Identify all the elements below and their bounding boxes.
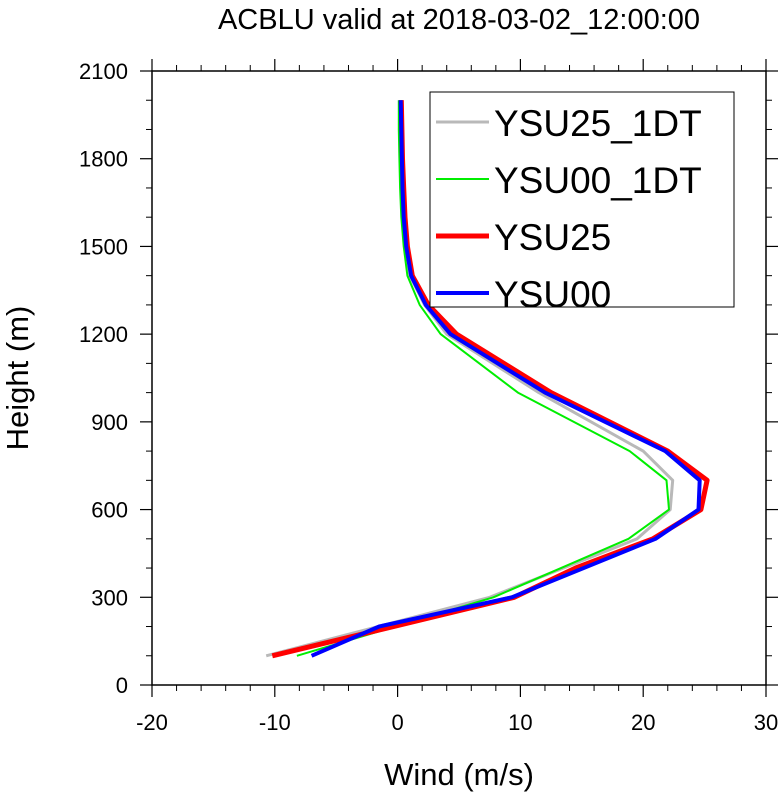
y-tick-label: 0 — [116, 673, 128, 698]
legend-label: YSU25_1DT — [494, 103, 702, 144]
x-tick-label: 30 — [754, 710, 778, 735]
plot-frame — [151, 70, 767, 686]
x-axis-label: Wind (m/s) — [384, 757, 534, 792]
y-tick-label: 300 — [91, 585, 128, 610]
y-tick-label: 900 — [91, 410, 128, 435]
x-tick-label: -10 — [259, 710, 291, 735]
y-tick-label: 600 — [91, 498, 128, 523]
legend-label: YSU00 — [494, 274, 611, 315]
legend-label: YSU00_1DT — [494, 160, 702, 201]
legend-box — [429, 91, 735, 308]
x-tick-label: 0 — [391, 710, 403, 735]
legend: YSU25_1DT YSU00_1DT YSU25 YSU00 — [429, 91, 735, 315]
x-tick-label: 20 — [631, 710, 655, 735]
legend-label: YSU25 — [494, 217, 611, 258]
x-tick-label: -20 — [136, 710, 168, 735]
series-line-1 — [296, 100, 670, 657]
y-tick-label: 1500 — [79, 234, 128, 259]
y-tick-label: 1800 — [79, 147, 128, 172]
series-line-3 — [310, 100, 702, 658]
y-tick-label: 1200 — [79, 322, 128, 347]
chart-title: ACBLU valid at 2018-03-02_12:00:00 — [218, 4, 700, 36]
y-tick-label: 2100 — [79, 59, 128, 84]
y-axis-label: Height (m) — [0, 306, 35, 451]
x-tick-label: 10 — [508, 710, 532, 735]
series-layer — [265, 100, 710, 659]
